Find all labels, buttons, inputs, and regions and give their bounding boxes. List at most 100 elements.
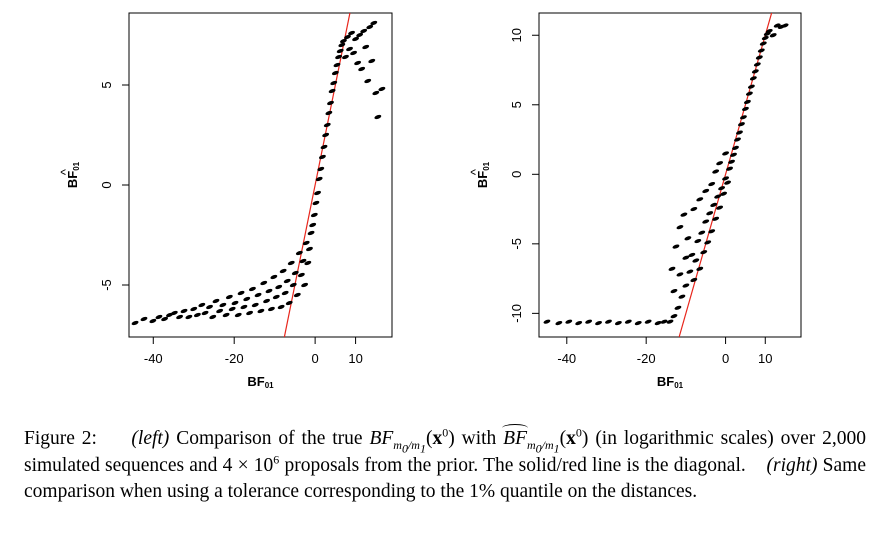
scatter-point [161, 316, 169, 322]
scatter-point [283, 278, 291, 284]
scatter-point [354, 60, 362, 66]
scatter-point [743, 99, 751, 105]
scatter-point [668, 266, 676, 271]
scatter-point [368, 58, 376, 64]
scatter-point [257, 308, 265, 314]
caption-text-3: proposals from the prior. The solid/red … [284, 454, 746, 476]
scatter-point [753, 62, 761, 67]
scatter-point [231, 300, 239, 306]
scatter-point [222, 312, 230, 318]
scatter-point [155, 314, 163, 320]
scatter-point [702, 219, 710, 224]
scatter-point [634, 321, 642, 326]
scatter-point [670, 289, 678, 294]
scatter-point [712, 169, 720, 174]
scatter-point [724, 180, 731, 185]
scatter-point [624, 319, 632, 324]
scatter-point [309, 222, 317, 228]
caption-text-4: Same comparison when using a tolerance c… [24, 454, 866, 503]
y-axis-label-hat: ^ [468, 168, 483, 175]
scatter-point [676, 225, 684, 230]
scatter-point [297, 272, 305, 278]
caption-bf-hat: BFm0/m1 [502, 424, 560, 456]
x-axis-label: BF01 [247, 374, 274, 390]
caption-text-1: Comparison of the true [176, 428, 363, 449]
x-axis-label-sub: 01 [674, 381, 683, 390]
scatter-point [360, 28, 368, 34]
scatter-point [212, 298, 220, 304]
scatter-point [700, 250, 708, 255]
scatter-point [340, 38, 347, 44]
y-tick-label: -10 [509, 304, 524, 323]
scatter-point [265, 288, 273, 294]
scatter-point [614, 321, 622, 326]
scatter-point [716, 161, 724, 166]
x-tick-label: -20 [637, 351, 656, 366]
scatter-point [304, 260, 312, 266]
scatter-point [312, 200, 320, 206]
scatter-point [346, 46, 353, 52]
scatter-point [732, 145, 739, 150]
scatter-point [672, 244, 680, 249]
scatter-point [149, 318, 157, 324]
scatter-point [317, 166, 325, 172]
y-tick-label: 5 [509, 101, 524, 108]
plot-frame [128, 12, 393, 338]
y-axis-label-hat: ^ [58, 168, 73, 175]
scatter-point [370, 20, 378, 26]
scatter-point [769, 33, 777, 38]
scatter-point [728, 159, 735, 164]
scatter-point [307, 230, 315, 236]
scatter-point [342, 54, 349, 60]
scatter-point [378, 86, 386, 92]
scatter-point [692, 258, 700, 263]
scatter-point [279, 268, 287, 274]
scatter-point [749, 76, 757, 81]
scatter-point [198, 302, 206, 308]
figure-caption: Figure 2: (left) Comparison of the true … [24, 424, 866, 503]
scatter-point [696, 197, 704, 202]
scatter-point [670, 314, 678, 319]
scatter-point [330, 80, 338, 86]
scatter-point [684, 236, 692, 241]
scatter-point [301, 282, 309, 288]
scatter-point [745, 91, 753, 96]
scatter-point [246, 310, 254, 316]
diagonal-line [283, 13, 351, 337]
scatter-point [234, 312, 242, 318]
scatter-point [170, 310, 178, 316]
scatter-point [306, 246, 313, 252]
scatter-point [366, 24, 374, 30]
scatter-point [272, 294, 280, 300]
scatter-point [285, 300, 293, 306]
scatter-point [320, 144, 328, 150]
scatter-point [358, 66, 366, 72]
scatter-point [364, 78, 372, 84]
scatter-point [315, 176, 323, 182]
diagonal-line [678, 13, 773, 337]
x-tick-label: 0 [722, 351, 729, 366]
scatter-point [310, 212, 318, 218]
scatter-point [712, 216, 720, 221]
scatter-point [260, 280, 268, 286]
scatter-point [678, 294, 686, 299]
scatter-point [595, 321, 602, 326]
x-tick-label: -40 [557, 351, 576, 366]
scatter-point [140, 316, 148, 322]
scatter-point [761, 35, 769, 41]
caption-left-tag: (left) [131, 428, 170, 449]
scatter-point [585, 319, 593, 324]
scatter-point [185, 314, 193, 320]
scatter-point [325, 110, 333, 116]
scatter-point [698, 230, 706, 235]
scatter-point [674, 305, 682, 310]
scatter-point [281, 290, 289, 296]
scatter-point [206, 304, 213, 310]
scatter-point [335, 54, 343, 60]
scatter-point [726, 166, 733, 171]
scatter-point [350, 50, 357, 56]
scatter-point [781, 23, 789, 28]
